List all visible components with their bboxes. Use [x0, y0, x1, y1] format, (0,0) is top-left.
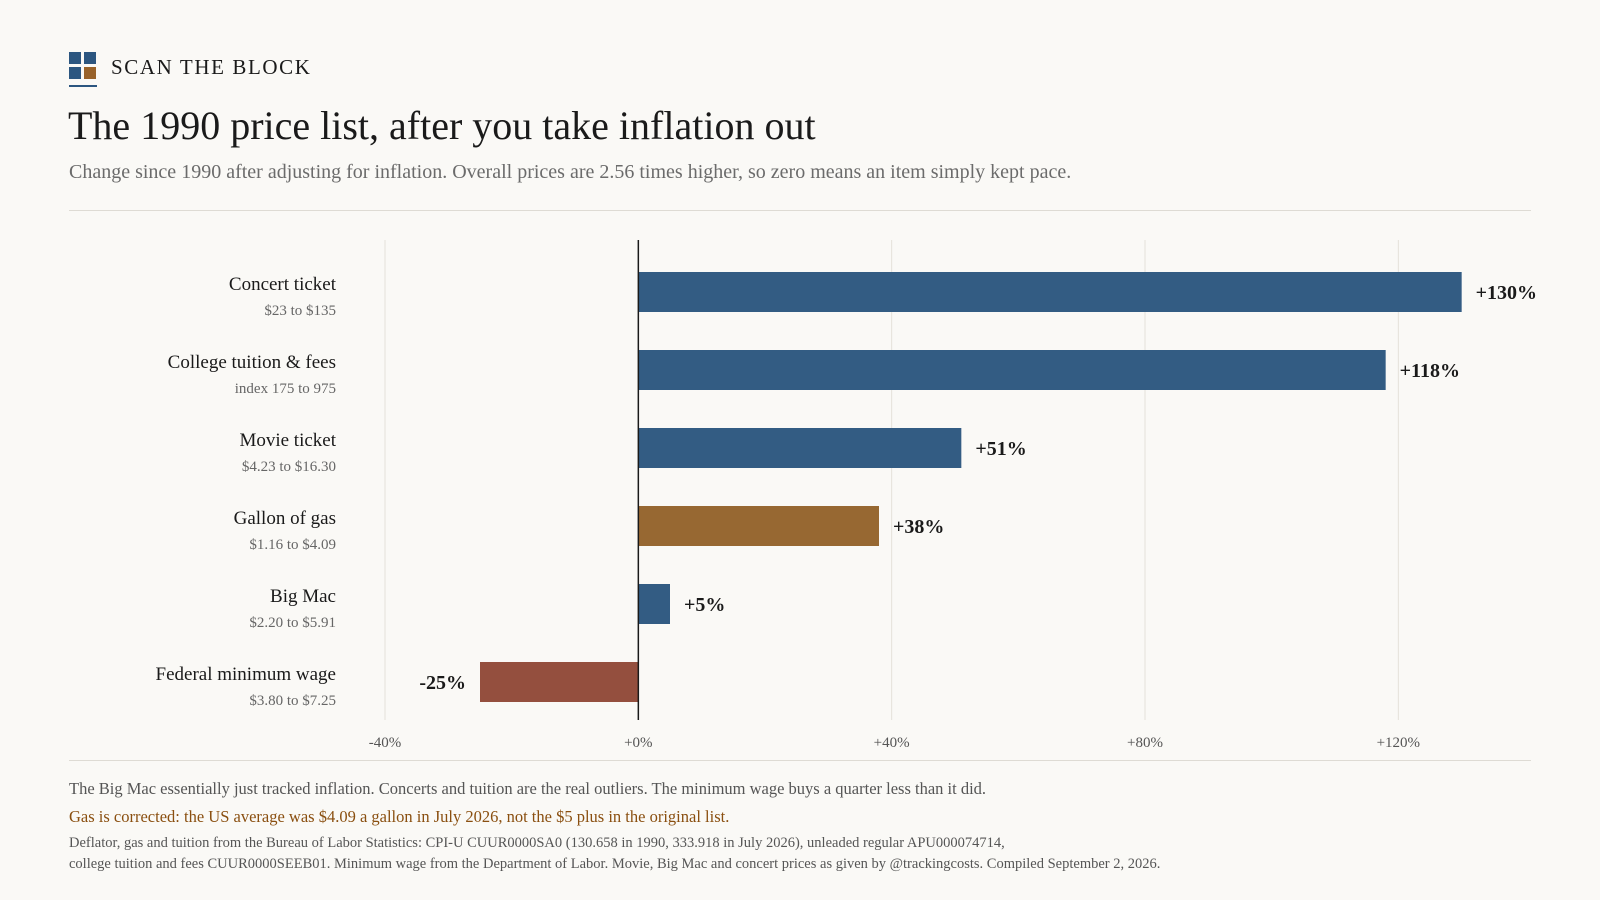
value-label: -25%: [419, 672, 466, 694]
x-tick-label: +0%: [624, 735, 652, 751]
logo-square-br: [84, 67, 96, 79]
category-label: College tuition & fees: [168, 352, 336, 373]
value-label: +118%: [1400, 360, 1460, 382]
page-title: The 1990 price list, after you take infl…: [68, 103, 816, 148]
header-divider: [69, 210, 1531, 211]
x-tick-label: -40%: [369, 735, 402, 751]
logo-square-tl: [69, 52, 81, 64]
category-sublabel: $23 to $135: [264, 303, 336, 319]
category-sublabel: $4.23 to $16.30: [242, 459, 336, 475]
x-tick-label: +80%: [1127, 735, 1163, 751]
bar: [638, 350, 1386, 390]
value-label: +51%: [975, 438, 1026, 460]
value-label: +5%: [684, 594, 725, 616]
logo-underline: [69, 85, 97, 87]
bar: [638, 506, 879, 546]
value-labels: +130% +118% +51% +38% +5% -25%: [419, 282, 1537, 694]
bars: [480, 272, 1462, 702]
value-label: +130%: [1476, 282, 1537, 304]
category-label: Concert ticket: [229, 274, 337, 295]
category-label: Gallon of gas: [234, 508, 336, 529]
footer-sources: Deflator, gas and tuition from the Burea…: [69, 833, 1160, 875]
source-line-2: college tuition and fees CUUR0000SEEB01.…: [69, 856, 1161, 872]
x-tick-label: +40%: [874, 735, 910, 751]
bar: [638, 272, 1462, 312]
source-line-1: Deflator, gas and tuition from the Burea…: [69, 835, 1005, 851]
logo-square-bl: [69, 67, 81, 79]
footer-correction: Gas is corrected: the US average was $4.…: [69, 807, 730, 826]
chart-bottom-divider: [69, 760, 1531, 761]
page-subtitle: Change since 1990 after adjusting for in…: [69, 161, 1072, 183]
category-sublabel: $1.16 to $4.09: [249, 537, 336, 553]
x-tick-label: +120%: [1377, 735, 1420, 751]
bar-chart: Concert ticket $23 to $135 College tuition…: [156, 240, 1537, 751]
bar: [638, 428, 962, 468]
category-sublabel: $3.80 to $7.25: [249, 693, 336, 709]
logo-square-tr: [84, 52, 96, 64]
x-axis-ticks: -40% +0% +40% +80% +120%: [369, 735, 1420, 751]
gridlines: [384, 240, 1399, 720]
category-label: Movie ticket: [239, 430, 336, 451]
bar: [638, 584, 670, 624]
brand-logo-icon: [69, 52, 97, 88]
value-label: +38%: [893, 516, 944, 538]
brand: SCAN THE BLOCK: [69, 52, 312, 88]
category-labels: Concert ticket $23 to $135 College tuition…: [156, 274, 337, 709]
brand-name: SCAN THE BLOCK: [111, 54, 312, 79]
category-label: Big Mac: [270, 586, 336, 607]
category-sublabel: $2.20 to $5.91: [249, 615, 336, 631]
category-label: Federal minimum wage: [156, 664, 336, 685]
category-sublabel: index 175 to 975: [235, 381, 336, 397]
bar: [480, 662, 639, 702]
footer-note: The Big Mac essentially just tracked inf…: [69, 779, 987, 798]
